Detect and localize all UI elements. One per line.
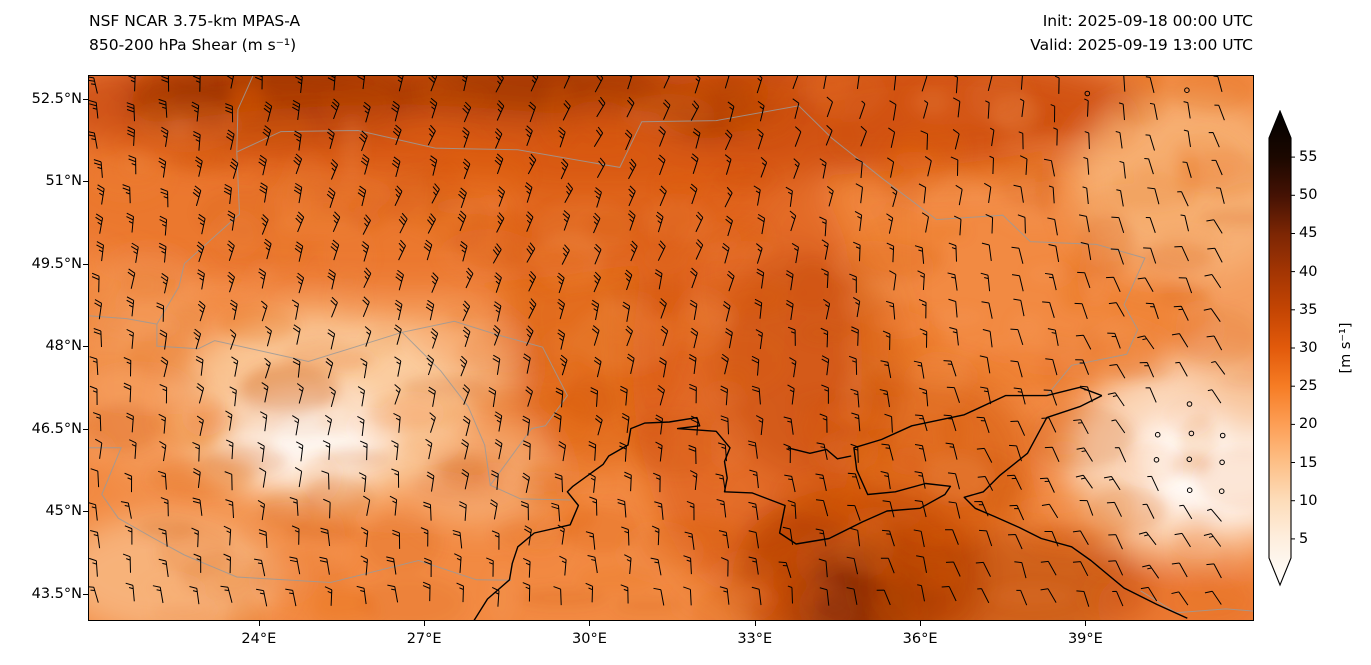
- x-tick-label: 36°E: [902, 631, 938, 647]
- figure-title: NSF NCAR 3.75-km MPAS-A: [89, 12, 301, 30]
- colorbar-tick-label: 10: [1299, 492, 1318, 509]
- x-tick-label: 24°E: [241, 631, 277, 647]
- y-tick-mark: [83, 98, 88, 100]
- colorbar-tick-label: 15: [1299, 454, 1318, 471]
- x-tick-label: 27°E: [406, 631, 442, 647]
- init-time-label: Init: 2025-09-18 00:00 UTC: [1042, 12, 1253, 30]
- y-tick-label: 49.5°N: [31, 255, 82, 272]
- y-tick-label: 45°N: [45, 503, 82, 520]
- colorbar-unit-label: [m s⁻¹]: [1338, 322, 1354, 374]
- valid-time-label: Valid: 2025-09-19 13:00 UTC: [1030, 36, 1253, 54]
- colorbar-tick-label: 30: [1299, 340, 1318, 356]
- y-tick-mark: [83, 428, 88, 430]
- x-tick-label: 39°E: [1067, 631, 1103, 647]
- x-tick-mark: [1085, 621, 1087, 626]
- x-tick-label: 33°E: [737, 631, 773, 647]
- y-tick-label: 51°N: [45, 173, 82, 190]
- coastline-layer: [473, 386, 1188, 621]
- map-plot: [88, 75, 1254, 621]
- colorbar-svg: [1268, 110, 1295, 587]
- colorbar-tick-label: 25: [1299, 378, 1318, 395]
- y-tick-mark: [83, 181, 88, 183]
- colorbar-tick-label: 45: [1299, 225, 1318, 242]
- colorbar-tick-label: 20: [1299, 416, 1318, 433]
- colorbar-tick-label: 50: [1299, 187, 1318, 204]
- shear-map-svg: [88, 75, 1254, 621]
- country-borders-layer: [88, 75, 1254, 614]
- colorbar-gradient: [1268, 110, 1292, 587]
- wind-barbs-layer: [88, 75, 1226, 607]
- y-tick-mark: [83, 263, 88, 265]
- colorbar-tick-label: 5: [1299, 530, 1309, 547]
- x-tick-mark: [754, 621, 756, 626]
- x-tick-mark: [920, 621, 922, 626]
- y-tick-mark: [83, 511, 88, 513]
- colorbar-tick-label: 40: [1299, 263, 1318, 280]
- x-tick-mark: [424, 621, 426, 626]
- y-tick-mark: [83, 346, 88, 348]
- colorbar-tick-label: 55: [1299, 149, 1318, 166]
- x-tick-mark: [589, 621, 591, 626]
- x-tick-label: 30°E: [572, 631, 607, 647]
- x-tick-mark: [258, 621, 260, 626]
- figure-subtitle: 850-200 hPa Shear (m s⁻¹): [89, 36, 297, 54]
- y-tick-label: 48°N: [45, 338, 82, 355]
- y-tick-label: 43.5°N: [31, 585, 82, 602]
- y-tick-mark: [83, 593, 88, 595]
- colorbar-tick-label: 35: [1299, 301, 1318, 318]
- y-tick-label: 52.5°N: [31, 90, 82, 107]
- y-tick-label: 46.5°N: [31, 420, 82, 437]
